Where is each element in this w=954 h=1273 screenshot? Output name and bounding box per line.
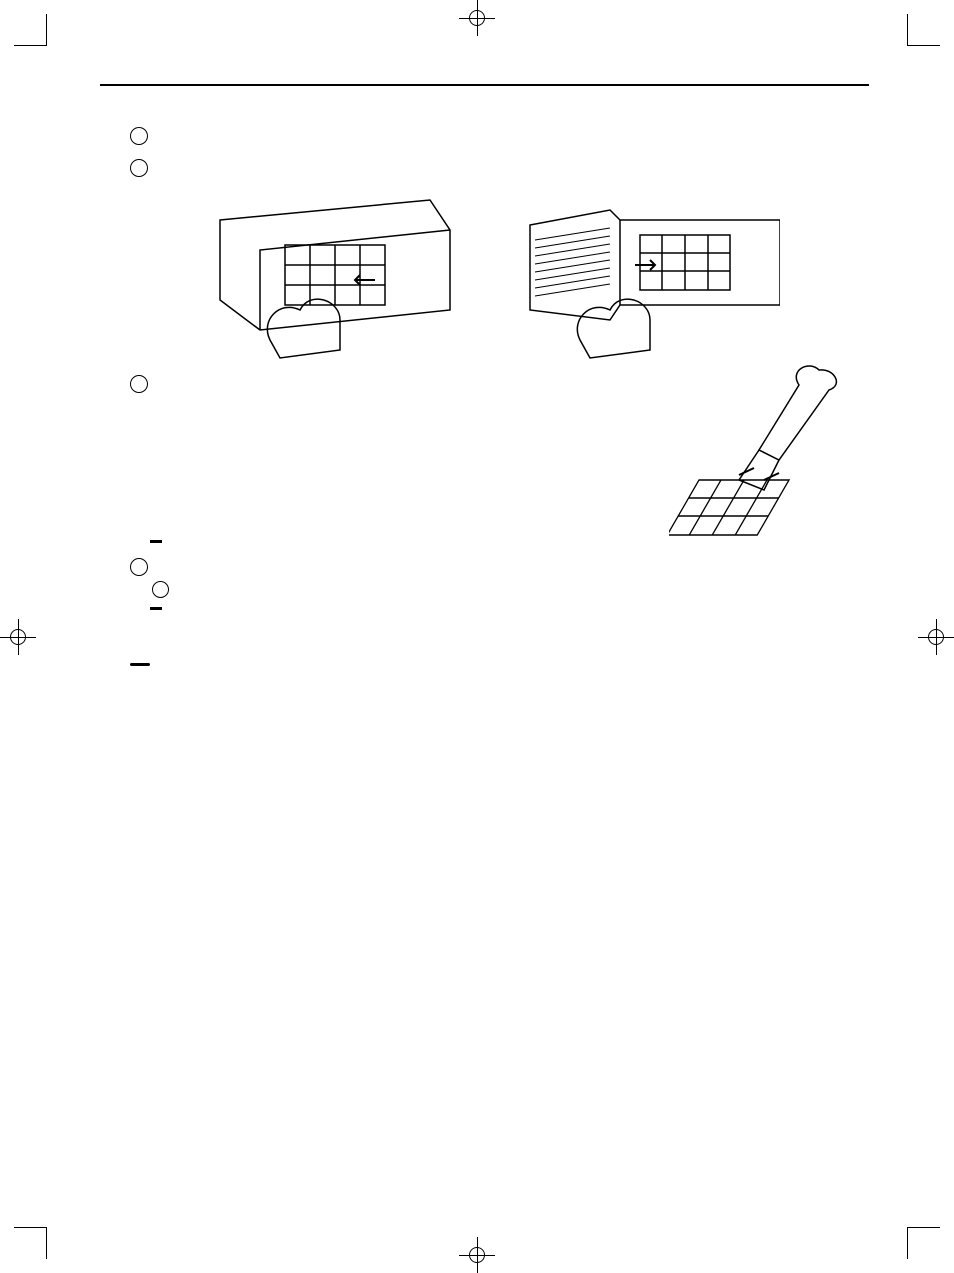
manual-page [0, 0, 954, 1273]
crop-mark [46, 1227, 47, 1259]
attention-item [180, 607, 869, 626]
attention-item [180, 626, 869, 645]
crop-mark [907, 1227, 908, 1259]
step-3 [130, 374, 869, 543]
registration-mark [459, 0, 495, 36]
bullet-icon [168, 607, 180, 626]
step-4 [130, 557, 869, 645]
step-number-icon [130, 159, 148, 177]
note-badge [130, 663, 150, 666]
crop-mark [46, 14, 47, 46]
step-1 [130, 126, 869, 144]
figure-remove-filter-right [520, 190, 780, 360]
crop-mark [908, 1227, 940, 1228]
step-number-icon [130, 375, 148, 393]
step-body [150, 579, 869, 601]
registration-mark [0, 619, 36, 655]
title-rule [100, 84, 869, 86]
step-number-icon [130, 558, 148, 576]
crop-mark [14, 1227, 46, 1228]
crop-mark [907, 14, 908, 46]
step2-figures [200, 190, 869, 360]
attention-badge [150, 607, 162, 610]
step-2 [130, 158, 869, 360]
crop-mark [14, 45, 46, 46]
crop-mark [908, 45, 940, 46]
attention-callout [150, 607, 869, 645]
figure-vacuum-filter [669, 360, 889, 560]
attention-badge [150, 540, 162, 543]
step-ref-icon [152, 581, 169, 598]
procedure-steps [100, 126, 869, 666]
step-number-icon [130, 127, 148, 145]
registration-mark [918, 619, 954, 655]
figure-remove-filter-left [200, 190, 460, 360]
bullet-icon [168, 626, 180, 645]
note-callout [130, 663, 869, 666]
registration-mark [459, 1237, 495, 1273]
